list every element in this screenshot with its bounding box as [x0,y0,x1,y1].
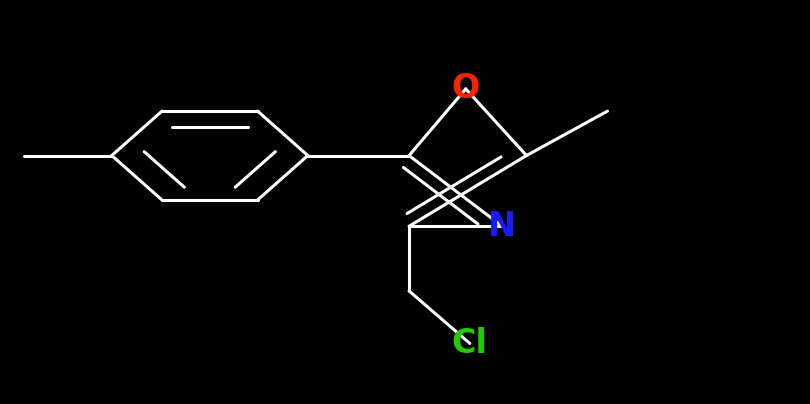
Text: O: O [452,72,480,105]
Text: Cl: Cl [452,327,488,360]
Text: N: N [488,210,516,243]
